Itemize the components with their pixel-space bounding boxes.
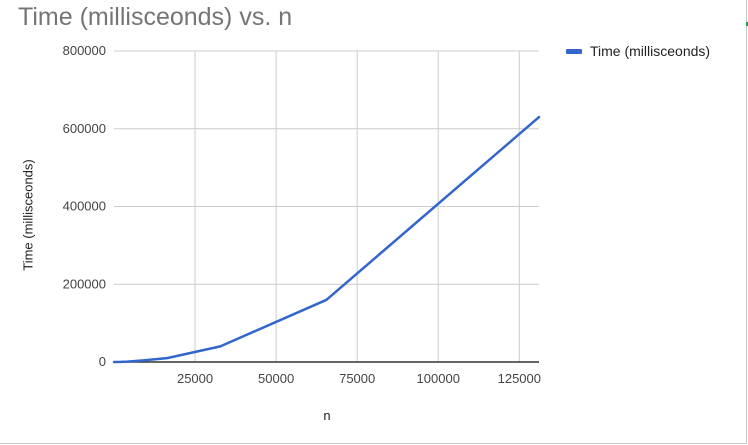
y-tick-label: 400000: [63, 199, 106, 214]
x-tick-label: 75000: [339, 371, 375, 386]
x-tick-label: 50000: [258, 371, 294, 386]
y-tick-label: 200000: [63, 276, 106, 291]
legend-swatch: [566, 48, 582, 54]
x-tick-label: 25000: [177, 371, 213, 386]
resize-handle-mark: [746, 22, 748, 26]
y-tick-label: 600000: [63, 121, 106, 136]
y-tick-label: 0: [99, 354, 106, 369]
chart-title: Time (millisceonds) vs. n: [18, 3, 293, 31]
x-tick-label: 125000: [498, 371, 541, 386]
x-tick-label: 100000: [417, 371, 460, 386]
legend[interactable]: Time (millisceonds): [566, 43, 710, 59]
legend-label: Time (millisceonds): [590, 43, 711, 59]
y-tick-label: 800000: [63, 43, 106, 58]
series-line: [112, 115, 541, 364]
y-axis-label: Time (millisceonds): [20, 159, 36, 271]
x-axis-label: n: [323, 408, 331, 423]
